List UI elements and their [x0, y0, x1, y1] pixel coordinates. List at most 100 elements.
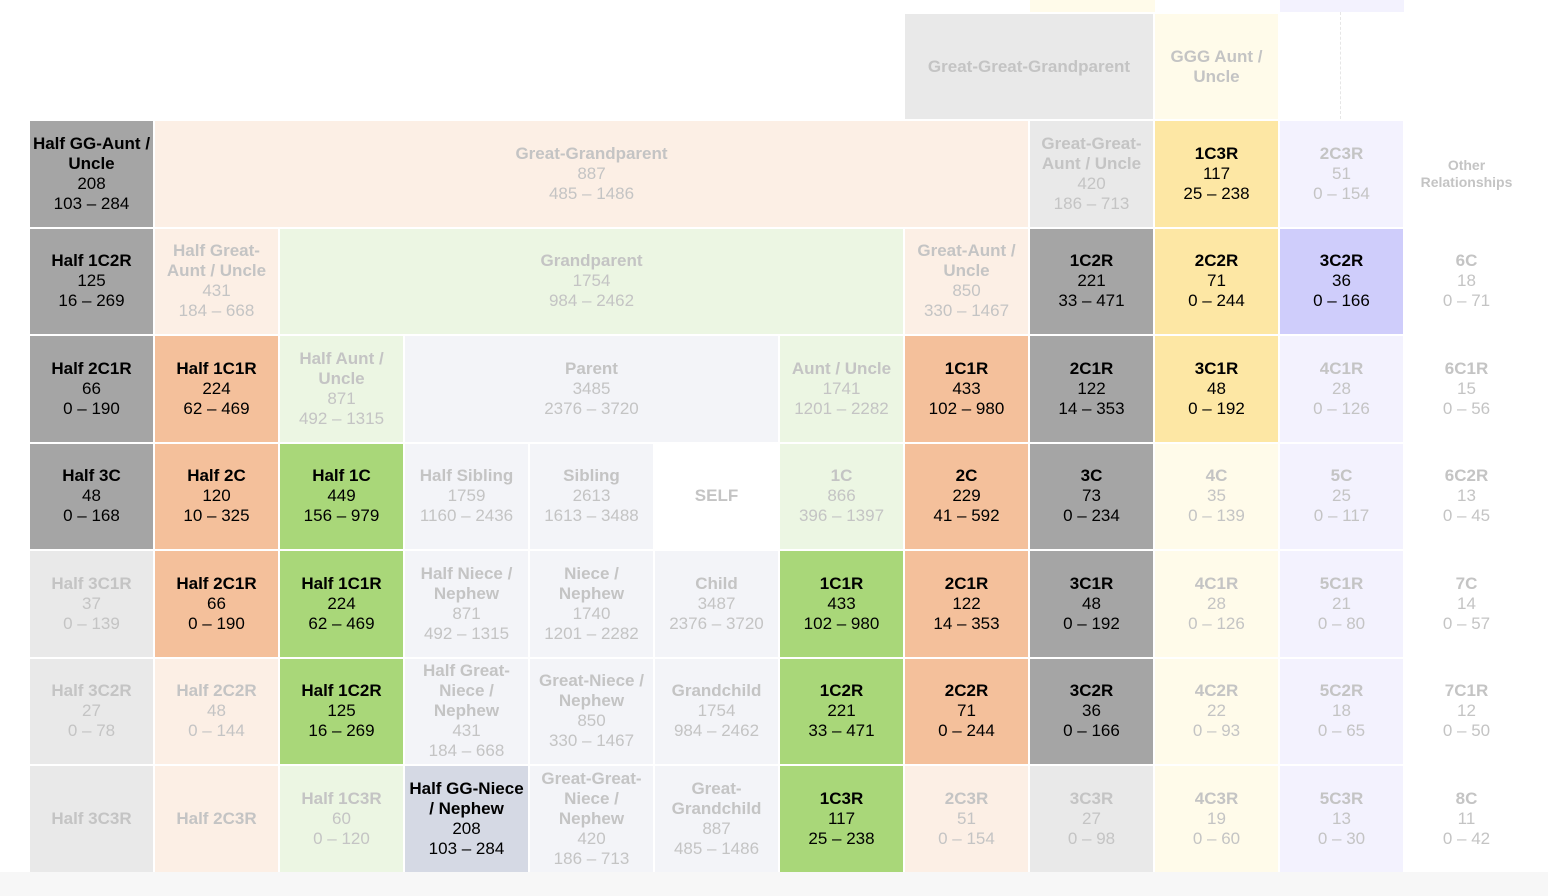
relationship-label: 4C3R	[1194, 788, 1239, 808]
cell-2c1r-top: 2C1R 122 14 – 353	[1030, 336, 1153, 442]
cm-range: 0 – 190	[63, 398, 120, 418]
cm-range: 0 – 71	[1442, 291, 1491, 311]
relationship-label: Niece / Nephew	[558, 563, 625, 603]
average-cm-value: 12	[1457, 701, 1476, 721]
cell-half-2c3r: Half 2C3R	[155, 766, 278, 872]
relationship-label: Half Great-Niece / Nephew	[423, 661, 510, 721]
cm-range: 485 – 1486	[673, 838, 760, 858]
cell-4c: 4C 35 0 – 139	[1155, 443, 1278, 549]
average-cm-value: 1754	[572, 271, 611, 291]
average-cm-value: 122	[1077, 378, 1106, 398]
cm-range: 0 – 126	[1188, 613, 1245, 633]
cell-half-1c2r-top: Half 1C2R 125 16 – 269	[30, 228, 153, 334]
cell-2c3r-bot: 2C3R 51 0 – 154	[905, 766, 1028, 872]
relationship-label: 2C1R	[1069, 358, 1114, 378]
relationship-label: Half 1C2R	[51, 251, 132, 271]
average-cm-value: 1759	[447, 486, 486, 506]
cell-half-1c3r: Half 1C3R 60 0 – 120	[280, 766, 403, 872]
cell-half-3c3r: Half 3C3R	[30, 766, 153, 872]
cell-half-great-aunt: Half Great-Aunt / Uncle 431 184 – 668	[155, 228, 278, 334]
relationship-label: 1C3R	[1194, 143, 1239, 163]
cell-3c1r-top: 3C1R 48 0 – 192	[1155, 336, 1278, 442]
cell-1c1r-top: 1C1R 433 102 – 980	[905, 336, 1028, 442]
relationship-label: Half 1C	[312, 466, 371, 486]
cell-3c2r-top: 3C2R 36 0 – 166	[1280, 228, 1403, 334]
cm-range: 0 – 56	[1442, 398, 1491, 418]
cm-range: 485 – 1486	[548, 183, 635, 203]
cm-range: 0 – 117	[1313, 506, 1370, 526]
cell-1c: 1C 866 396 – 1397	[780, 443, 903, 549]
relationship-label: 2C	[955, 466, 978, 486]
cm-range: 0 – 144	[188, 721, 245, 741]
average-cm-value: 431	[452, 721, 481, 741]
relationship-label: Other Relationships	[1420, 156, 1513, 190]
cm-range: 0 – 166	[1063, 721, 1120, 741]
cm-range: 0 – 120	[313, 828, 370, 848]
cm-range: 0 – 192	[1188, 398, 1245, 418]
relationship-label: 2C1R	[944, 573, 989, 593]
relationship-label: 7C	[1455, 573, 1478, 593]
average-cm-value: 208	[77, 173, 106, 193]
relationship-label: Half Great-Aunt / Uncle	[166, 241, 267, 281]
average-cm-value: 18	[1332, 701, 1351, 721]
average-cm-value: 27	[1082, 808, 1101, 828]
cm-range: 25 – 238	[1183, 183, 1250, 203]
relationship-label: Great-Great-Grandparent	[927, 56, 1131, 76]
cm-range: 33 – 471	[808, 721, 875, 741]
relationship-label: 2C3R	[944, 788, 989, 808]
cell-half-great-niece: Half Great-Niece / Nephew 431 184 – 668	[405, 658, 528, 764]
cell-aunt-uncle: Aunt / Uncle 1741 1201 – 2282	[780, 336, 903, 442]
cell-self: SELF	[655, 443, 778, 549]
relationship-label: Half 1C1R	[301, 573, 382, 593]
relationship-label: 3C3R	[1069, 788, 1114, 808]
average-cm-value: 18	[1457, 271, 1476, 291]
cell-2c1r-bot: 2C1R 122 14 – 353	[905, 551, 1028, 657]
cm-range: 16 – 269	[58, 291, 125, 311]
cell-4c2r: 4C2R 22 0 – 93	[1155, 658, 1278, 764]
relationship-label: Half GG-Niece / Nephew	[409, 778, 524, 818]
average-cm-value: 3485	[572, 378, 611, 398]
cell-half-2c: Half 2C 120 10 – 325	[155, 443, 278, 549]
cell-1c3r-bot: 1C3R 117 25 – 238	[780, 766, 903, 872]
cm-range: 186 – 713	[553, 848, 630, 868]
page-footer-strip	[0, 872, 1548, 896]
cell-half-1c1r-top: Half 1C1R 224 62 – 469	[155, 336, 278, 442]
average-cm-value: 27	[82, 701, 101, 721]
cm-range: 1160 – 2436	[419, 506, 514, 526]
cm-range: 1201 – 2282	[794, 398, 889, 418]
cell-3c2r-bot: 3C2R 36 0 – 166	[1030, 658, 1153, 764]
cm-range: 330 – 1467	[548, 731, 635, 751]
average-cm-value: 66	[82, 378, 101, 398]
average-cm-value: 51	[1332, 163, 1351, 183]
cm-range: 62 – 469	[308, 613, 375, 633]
cm-range: 984 – 2462	[673, 721, 760, 741]
cm-range: 0 – 192	[1063, 613, 1120, 633]
cm-range: 0 – 78	[67, 721, 116, 741]
relationship-label: 7C1R	[1444, 681, 1489, 701]
average-cm-value: 13	[1457, 486, 1476, 506]
relationship-label: Aunt / Uncle	[791, 358, 892, 378]
cell-half-3c1r: Half 3C1R 37 0 – 139	[30, 551, 153, 657]
cm-range: 2376 – 3720	[544, 398, 639, 418]
average-cm-value: 13	[1332, 808, 1351, 828]
average-cm-value: 224	[327, 593, 356, 613]
cell-great-grandparent: Great-Grandparent 887 485 – 1486	[155, 121, 1028, 227]
average-cm-value: 122	[952, 593, 981, 613]
cell-ggg-niece: Great-Great-Niece / Nephew 420 186 – 713	[530, 766, 653, 872]
average-cm-value: 887	[702, 818, 731, 838]
cell-gg-aunt-uncle: Great-Great-Aunt / Uncle 420 186 – 713	[1030, 121, 1153, 227]
cell-6c1r: 6C1R 15 0 – 56	[1405, 336, 1528, 442]
cell-3c1r-bot: 3C1R 48 0 – 192	[1030, 551, 1153, 657]
average-cm-value: 22	[1207, 701, 1226, 721]
relationship-label: 4C	[1205, 466, 1228, 486]
cell-half-1c: Half 1C 449 156 – 979	[280, 443, 403, 549]
cell-3c: 3C 73 0 – 234	[1030, 443, 1153, 549]
cm-range: 492 – 1315	[423, 623, 510, 643]
cell-grandchild: Grandchild 1754 984 – 2462	[655, 658, 778, 764]
cm-range: 102 – 980	[928, 398, 1005, 418]
relationship-label: Half 2C1R	[51, 358, 132, 378]
cell-ggg-aunt-uncle: GGG Aunt / Uncle	[1155, 14, 1278, 119]
relationship-label: 1C2R	[1069, 251, 1114, 271]
cell-half-2c1r-top: Half 2C1R 66 0 – 190	[30, 336, 153, 442]
average-cm-value: 48	[82, 486, 101, 506]
